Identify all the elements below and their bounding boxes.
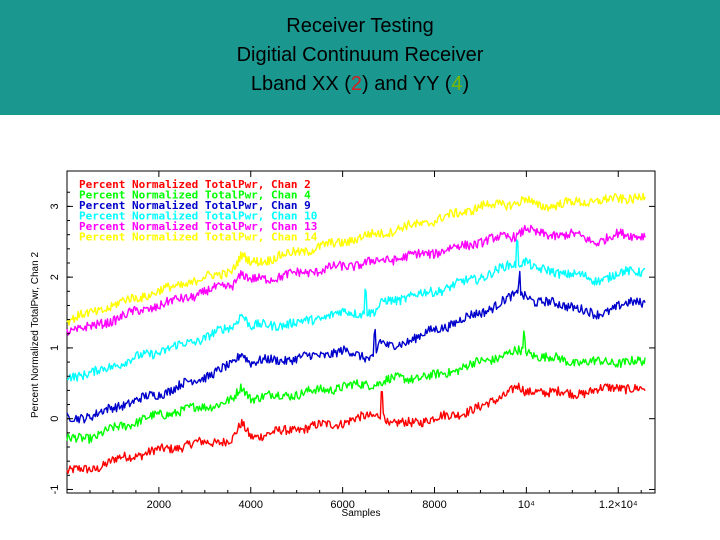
slide-header: Receiver Testing Digitial Continuum Rece… [0, 0, 720, 115]
x-axis-title: Samples [342, 508, 381, 519]
legend-entry: Percent Normalized TotalPwr, Chan 13 [79, 220, 317, 233]
xx-channel-number: 2 [350, 73, 363, 95]
x-tick-label: 4000 [239, 499, 263, 511]
title-line-3-suffix: ) [462, 73, 470, 95]
series-line [66, 224, 646, 336]
series-line [66, 192, 646, 326]
y-tick-label: -1 [49, 485, 61, 495]
title-line-1: Receiver Testing [286, 15, 434, 37]
legend-entry: Percent Normalized TotalPwr, Chan 4 [79, 189, 311, 202]
legend-entry: Percent Normalized TotalPwr, Chan 9 [79, 199, 311, 212]
series-line [66, 270, 646, 424]
legend-entry: Percent Normalized TotalPwr, Chan 2 [79, 178, 311, 191]
title-line-3: Lband XX (2) and YY (4) [0, 70, 720, 99]
title-line-3-prefix: Lband XX ( [250, 73, 351, 95]
y-tick-label: 1 [49, 345, 61, 351]
series-line [66, 382, 646, 474]
x-tick-label: 1.2×10⁴ [599, 499, 638, 511]
series-line [66, 239, 646, 382]
y-tick-label: 2 [49, 274, 61, 280]
yy-channel-number: 4 [451, 73, 463, 95]
plot-frame [66, 170, 656, 494]
title-line-3-mid: ) and YY ( [362, 73, 452, 95]
legend-entry: Percent Normalized TotalPwr, Chan 14 [79, 231, 318, 244]
title-line-2: Digitial Continuum Receiver [236, 44, 484, 66]
legend-entry: Percent Normalized TotalPwr, Chan 10 [79, 210, 317, 223]
x-tick-label: 8000 [422, 499, 446, 511]
y-tick-label: 3 [49, 203, 61, 209]
legend: Percent Normalized TotalPwr, Chan 2Perce… [79, 178, 318, 244]
chart: 2000 4000 6000 8000 10⁴ 1.2×10⁴ -1 0 1 2 3 Percent… [30, 170, 656, 519]
series-line [66, 330, 646, 444]
y-axis-title: Percent Normalized TotalPwr, Chan 2 [30, 252, 41, 418]
ticks-layer: 2000 4000 6000 8000 10⁴ 1.2×10⁴ -1 0 1 2 3 [49, 171, 655, 511]
x-tick-label: 2000 [147, 499, 171, 511]
x-tick-label: 10⁴ [518, 499, 535, 511]
y-tick-label: 0 [49, 416, 61, 422]
series-layer [66, 192, 646, 474]
x-tick-label: 6000 [330, 499, 354, 511]
